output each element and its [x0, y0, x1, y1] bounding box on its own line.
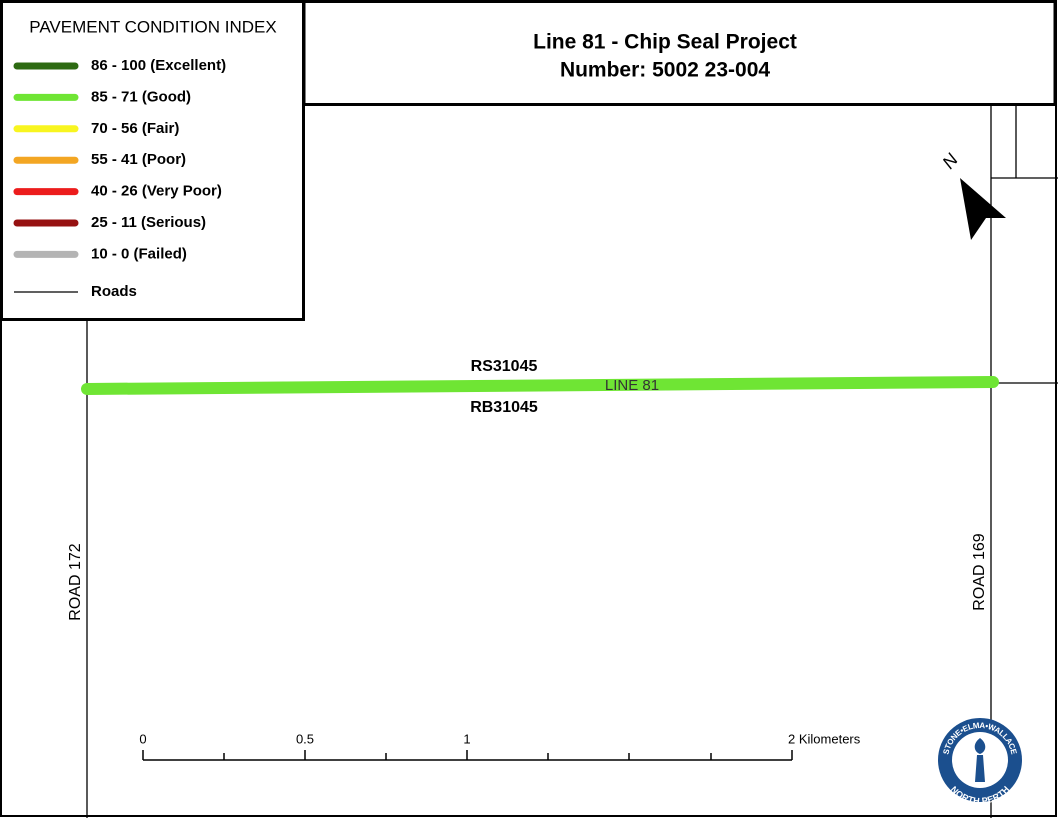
- scale-label: 2 Kilometers: [788, 731, 861, 746]
- segment-label: RS31045: [471, 358, 538, 375]
- legend-label: 40 - 26 (Very Poor): [91, 183, 222, 200]
- scale-bar: [142, 750, 793, 761]
- header-title: Line 81 - Chip Seal Project: [533, 31, 797, 54]
- legend-label: 70 - 56 (Fair): [91, 120, 179, 137]
- scale-label: 0.5: [296, 731, 314, 746]
- logo-torch: [974, 738, 986, 782]
- legend-label: 85 - 71 (Good): [91, 88, 191, 105]
- legend-items: 86 - 100 (Excellent) 85 - 71 (Good) 70 - 5…: [13, 57, 226, 262]
- segment-label: RB31045: [470, 399, 538, 416]
- legend-road-label: Roads: [91, 283, 137, 300]
- line-label: LINE 81: [605, 377, 659, 394]
- scale-label: 0: [139, 731, 146, 746]
- roads: [86, 105, 1058, 818]
- scale-label: 1: [463, 731, 470, 746]
- legend-label: 25 - 11 (Serious): [91, 214, 206, 231]
- legend-label: 86 - 100 (Excellent): [91, 57, 226, 74]
- logo: STONE•ELMA•WALLACE NORTH PERTH: [938, 718, 1022, 806]
- legend-label: 55 - 41 (Poor): [91, 151, 186, 168]
- road-label: ROAD 172: [67, 543, 84, 620]
- scale-labels: 0 0.5 1 2 Kilometers: [139, 731, 860, 746]
- road-label: ROAD 169: [971, 533, 988, 610]
- line-81-segment: [81, 376, 999, 395]
- legend-label: 10 - 0 (Failed): [91, 245, 187, 262]
- legend-title: PAVEMENT CONDITION INDEX: [29, 17, 276, 36]
- north-arrow-shape: [960, 178, 1006, 240]
- header-subtitle: Number: 5002 23-004: [560, 59, 770, 82]
